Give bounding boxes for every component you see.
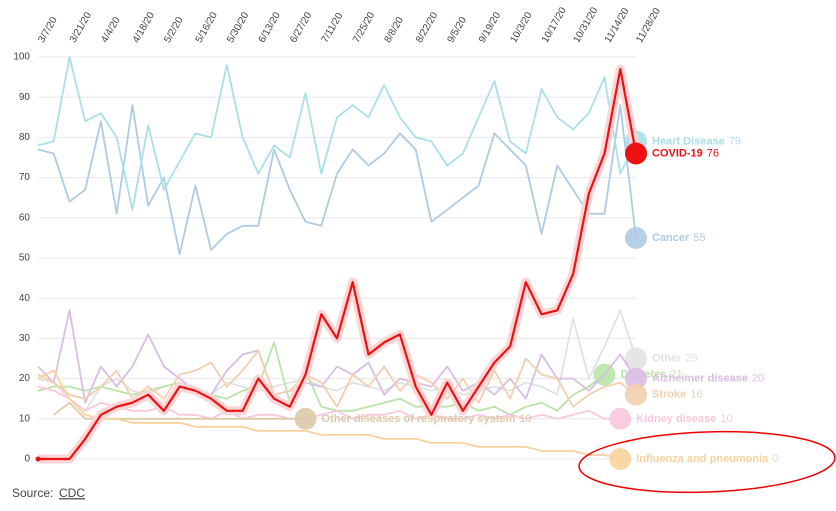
end-marker [625, 142, 647, 165]
y-tick-label: 80 [19, 132, 31, 143]
series-line [37, 309, 637, 412]
end-marker [625, 383, 647, 406]
x-tick-label: 4/18/20 [131, 10, 157, 45]
y-tick-label: 10 [19, 413, 31, 424]
series-value: 10 [720, 413, 732, 425]
y-tick-label: 90 [19, 92, 31, 103]
series-value: 79 [729, 135, 741, 147]
end-marker [625, 226, 647, 249]
series-label: Alzheimer disease 20 [652, 373, 764, 385]
series-name: Stroke [652, 389, 686, 401]
annotation-circle [578, 430, 836, 494]
series-name: Heart Disease [652, 135, 725, 147]
y-tick-label: 60 [19, 212, 31, 223]
series-value: 20 [752, 373, 764, 385]
x-tick-label: 10/31/20 [571, 5, 600, 45]
x-tick-label: 5/16/20 [194, 10, 220, 45]
series-name: Kidney disease [636, 413, 716, 425]
series-name: COVID-19 [652, 147, 703, 159]
x-tick-label: 9/19/20 [477, 10, 503, 45]
series-line [38, 68, 638, 461]
series-label: Other diseases of respiratory system 10 [322, 413, 532, 425]
source-label: Source: [12, 486, 53, 500]
series-line [37, 369, 621, 460]
series-value: 10 [519, 413, 531, 425]
y-tick-label: 30 [19, 333, 31, 344]
end-marker [609, 407, 632, 430]
series-name: Other [652, 352, 682, 364]
series-name: Cancer [652, 232, 690, 244]
start-dot [35, 456, 41, 462]
series-value: 0 [772, 453, 778, 465]
x-tick-label: 3/21/20 [68, 10, 94, 45]
y-tick-label: 20 [19, 373, 31, 384]
series-label: Influenza and pneumonia 0 [636, 453, 778, 465]
y-tick-label: 40 [19, 293, 31, 304]
y-tick-label: 100 [13, 52, 30, 63]
x-tick-label: 10/3/20 [508, 10, 534, 45]
series-name: Influenza and pneumonia [636, 453, 769, 465]
series-name: Alzheimer disease [652, 373, 748, 385]
x-tick-label: 5/2/20 [162, 15, 186, 45]
end-marker [609, 448, 632, 470]
series-value: 16 [690, 389, 702, 401]
x-tick-label: 10/17/20 [540, 5, 569, 45]
y-tick-label: 0 [24, 454, 30, 465]
y-tick-label: 50 [19, 253, 31, 264]
series-label: Other 25 [652, 352, 698, 364]
end-marker [625, 367, 647, 390]
series-value: 25 [685, 352, 697, 364]
x-tick-label: 4/4/20 [99, 15, 123, 45]
series-line [37, 56, 637, 211]
series-label: COVID-19 76 [652, 147, 719, 159]
x-tick-label: 7/11/20 [320, 11, 346, 45]
series-line [37, 104, 637, 255]
end-marker [625, 347, 647, 370]
x-tick-label: 7/25/20 [351, 10, 377, 45]
x-tick-label: 11/28/20 [634, 6, 663, 45]
series-label: Heart Disease 79 [652, 135, 741, 147]
y-tick-label: 70 [19, 172, 31, 183]
series-value: 55 [693, 232, 705, 244]
x-tick-label: 6/27/20 [288, 10, 314, 45]
series-name: Other diseases of respiratory system [322, 413, 516, 425]
series-label: Kidney disease 10 [636, 413, 732, 425]
series-line [37, 385, 621, 420]
x-tick-label: 8/8/20 [383, 15, 407, 45]
series-label: Stroke 16 [652, 389, 703, 401]
series-value: 76 [707, 147, 719, 159]
x-tick-label: 5/30/20 [225, 10, 251, 45]
series-label: Cancer 55 [652, 232, 706, 244]
x-tick-label: 6/13/20 [257, 10, 283, 45]
x-tick-label: 3/7/20 [36, 15, 60, 45]
x-tick-label: 8/22/20 [414, 10, 440, 45]
source-link[interactable]: CDC [59, 486, 85, 500]
end-marker [294, 407, 317, 430]
x-tick-label: 11/14/20 [603, 6, 632, 45]
series-value: 21 [670, 368, 682, 380]
series-line [37, 349, 637, 408]
line-glow [38, 64, 641, 464]
x-tick-label: 9/5/20 [446, 15, 470, 45]
